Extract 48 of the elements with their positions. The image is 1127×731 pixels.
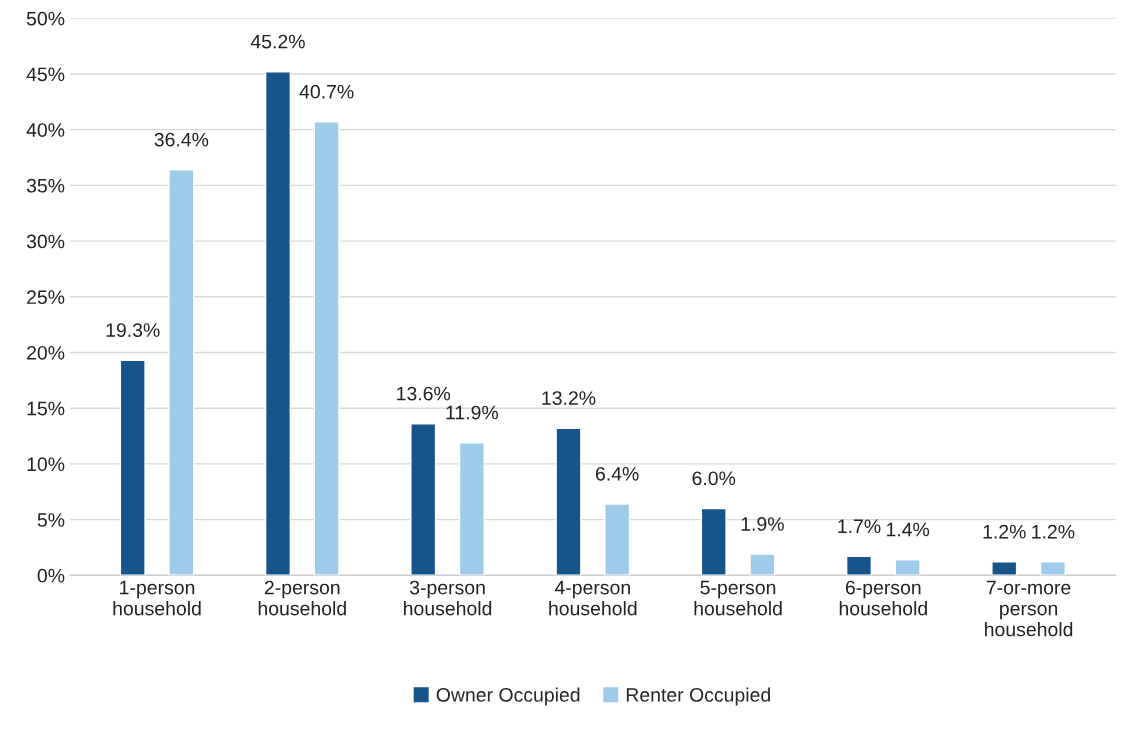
y-tick-label: 10% bbox=[27, 457, 65, 472]
x-tick-label: 2-person household bbox=[258, 580, 346, 616]
data-label: 6.0% bbox=[692, 471, 736, 486]
data-label: 1.2% bbox=[1032, 524, 1075, 539]
data-label: 1.7% bbox=[838, 519, 881, 533]
bar bbox=[168, 169, 195, 576]
data-label: 6.4% bbox=[595, 466, 639, 481]
y-tick-label: 35% bbox=[26, 178, 65, 193]
legend-label: Owner Occupied bbox=[436, 687, 580, 706]
y-tick-label: 15% bbox=[27, 401, 65, 416]
data-label: 13.6% bbox=[397, 386, 451, 401]
data-label: 36.4% bbox=[154, 132, 209, 147]
data-label: 11.9% bbox=[446, 405, 499, 420]
legend-label: Renter Occupied bbox=[626, 687, 770, 706]
bar bbox=[1039, 561, 1066, 576]
y-tick-label: 20% bbox=[27, 345, 65, 360]
data-label: 40.7% bbox=[299, 84, 354, 99]
bar bbox=[555, 427, 582, 576]
data-label: 1.4% bbox=[886, 522, 930, 537]
y-tick-label: 0% bbox=[37, 568, 65, 583]
bar bbox=[991, 561, 1018, 576]
data-label: 1.9% bbox=[741, 517, 784, 531]
y-tick-label: 50% bbox=[26, 11, 65, 26]
x-tick-label: 3-person household bbox=[404, 580, 492, 616]
x-tick-label: 7-or-more person household bbox=[985, 580, 1073, 637]
bar bbox=[749, 553, 776, 576]
bar bbox=[845, 555, 873, 576]
bar bbox=[604, 503, 631, 576]
x-tick-label: 4-person household bbox=[549, 580, 637, 616]
data-label: 1.2% bbox=[983, 524, 1026, 539]
bar bbox=[700, 507, 727, 576]
bar bbox=[458, 442, 485, 576]
bar bbox=[313, 121, 340, 576]
x-tick-label: 1-person household bbox=[113, 580, 201, 616]
x-tick-label: 6-person household bbox=[839, 580, 927, 616]
bar bbox=[894, 559, 921, 576]
y-tick-label: 25% bbox=[27, 290, 65, 305]
bar bbox=[410, 423, 437, 576]
bar bbox=[119, 359, 146, 576]
y-tick-label: 40% bbox=[26, 123, 65, 137]
data-label: 45.2% bbox=[250, 34, 305, 49]
data-label: 19.3% bbox=[106, 323, 160, 337]
y-tick-label: 45% bbox=[26, 67, 65, 82]
y-tick-label: 5% bbox=[37, 513, 65, 527]
y-tick-label: 30% bbox=[26, 234, 65, 249]
data-label: 13.2% bbox=[542, 391, 596, 405]
x-tick-label: 5-person household bbox=[694, 580, 782, 616]
bar bbox=[264, 71, 291, 576]
